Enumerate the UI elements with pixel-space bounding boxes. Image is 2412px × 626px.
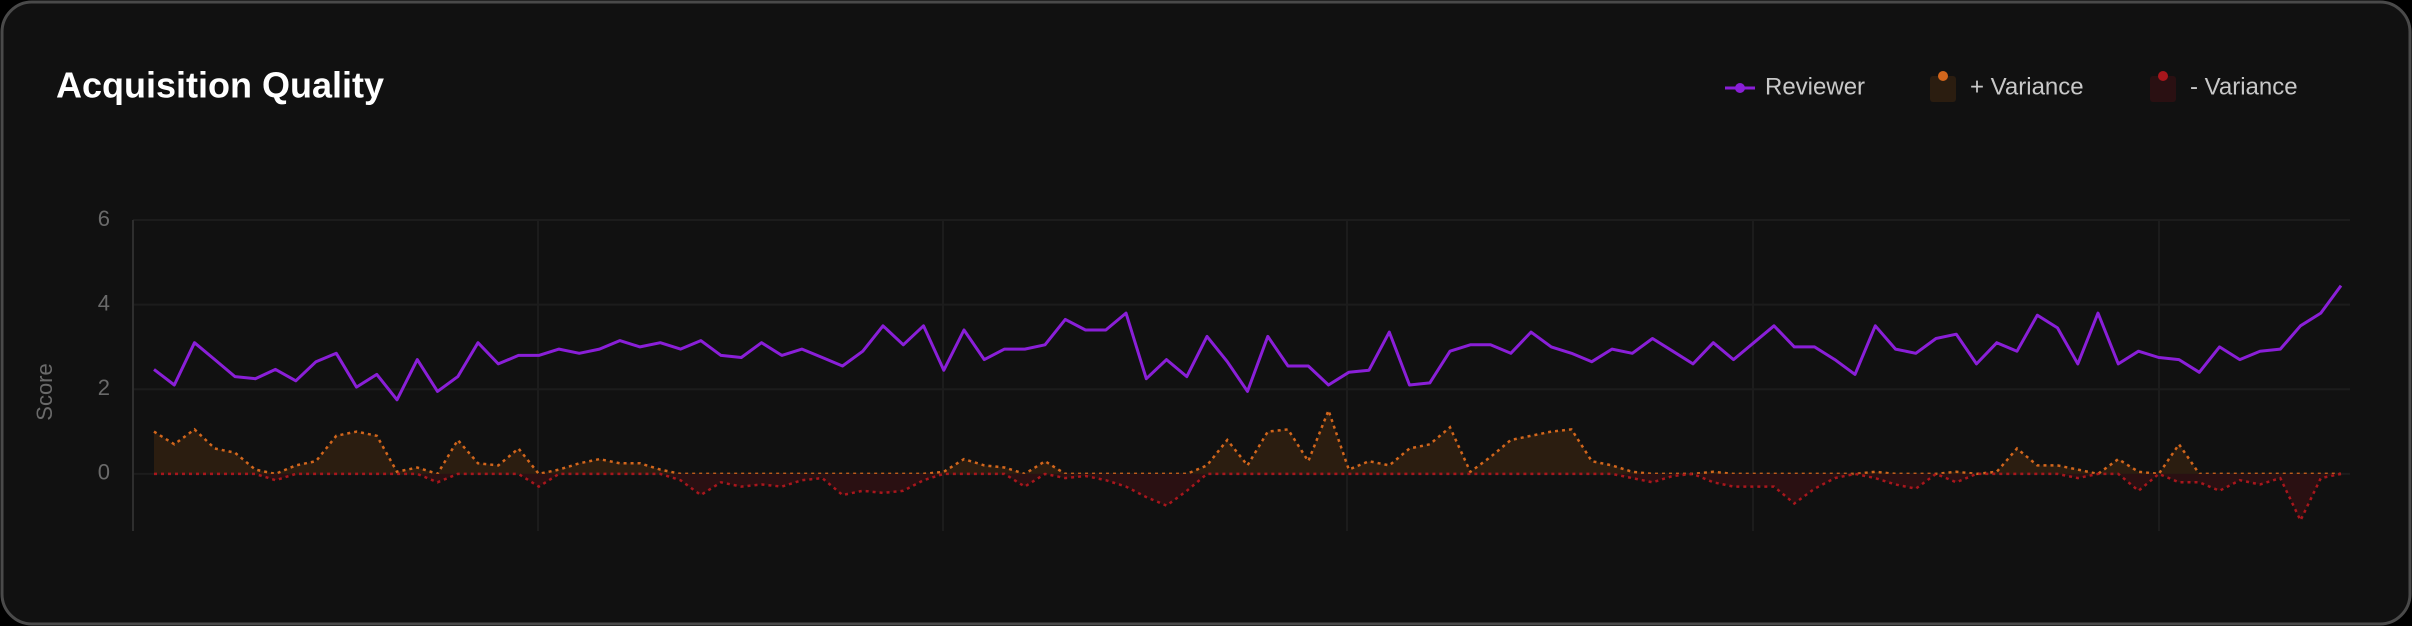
legend-dot xyxy=(1735,83,1745,93)
y-tick-label: 0 xyxy=(98,460,110,485)
y-axis-label: Score xyxy=(32,363,57,420)
series-line xyxy=(153,284,2343,402)
legend-label: + Variance xyxy=(1970,73,2084,100)
plot-area xyxy=(153,284,2343,524)
y-tick-label: 6 xyxy=(98,206,110,231)
variance-area xyxy=(154,473,2341,521)
y-tick-label: 2 xyxy=(98,375,110,400)
legend-dot xyxy=(2158,71,2168,81)
legend-dot xyxy=(1938,71,1948,81)
legend-swatch xyxy=(1930,76,1956,102)
legend-label: - Variance xyxy=(2190,73,2298,100)
legend-label: Reviewer xyxy=(1765,73,1865,100)
variance-area xyxy=(154,410,2341,474)
y-tick-label: 4 xyxy=(98,290,110,315)
legend-swatch xyxy=(2150,76,2176,102)
chart-title: Acquisition Quality xyxy=(56,65,384,106)
legend: Reviewer + Variance - Variance xyxy=(1725,71,2298,102)
